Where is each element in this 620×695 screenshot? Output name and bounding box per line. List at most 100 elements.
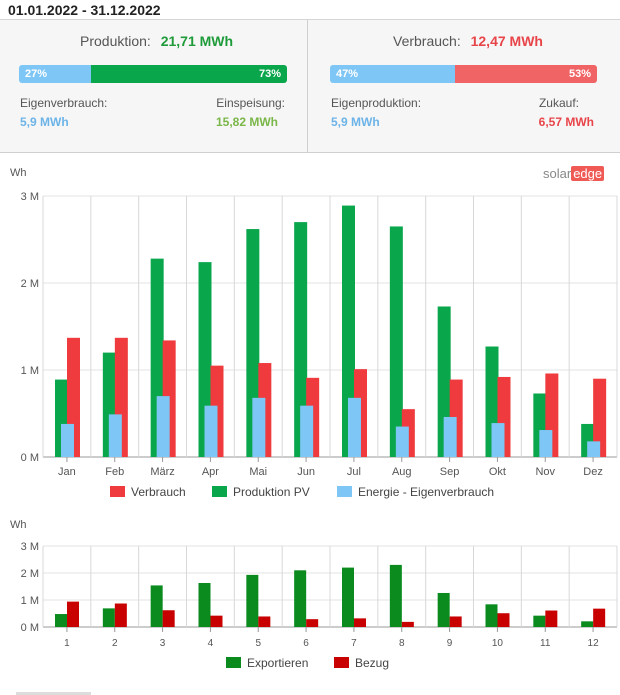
consumption-panel: Verbrauch: 12,47 MWh 47% 53% Eigenproduk… xyxy=(309,20,620,152)
production-value: 21,71 MWh xyxy=(160,33,234,49)
legend-label-2: Energie - Eigenverbrauch xyxy=(358,485,494,499)
bar-energie-eigenverbrauch-1 xyxy=(108,414,122,457)
bar-energie-eigenverbrauch-0 xyxy=(61,423,74,457)
energy-summary: Produktion: 21,71 MWh 27% 73% Eigenverbr… xyxy=(0,20,620,153)
solaredge-logo: solar edge xyxy=(543,166,605,181)
self-consumption-value: 5,9 MWh xyxy=(20,115,69,129)
x-tick-label: 8 xyxy=(399,638,405,649)
consumption-label: Verbrauch: xyxy=(393,33,461,49)
export-segment: 73% xyxy=(91,65,287,83)
y-tick-label: 1 M xyxy=(21,595,39,607)
x-tick-label: Feb xyxy=(105,466,124,478)
y-tick-label: 1 M xyxy=(21,365,39,377)
y-tick-label: 0 M xyxy=(21,622,39,634)
bar-exportieren-1 xyxy=(102,608,115,627)
bar-exportieren-9 xyxy=(485,604,498,627)
x-tick-label: März xyxy=(150,466,174,478)
x-tick-label: Apr xyxy=(202,466,219,478)
legend-swatch-0 xyxy=(226,657,241,668)
bar-exportieren-6 xyxy=(342,567,354,627)
bar-exportieren-4 xyxy=(246,574,259,627)
bar-exportieren-3 xyxy=(198,582,211,627)
legend-label-1: Bezug xyxy=(355,656,389,670)
legend-label-1: Produktion PV xyxy=(233,485,310,499)
x-tick-label: Aug xyxy=(392,466,412,478)
production-share-bar: 27% 73% xyxy=(19,65,287,83)
y-tick-label: 3 M xyxy=(21,191,39,203)
consumption-title: Verbrauch: 12,47 MWh xyxy=(393,33,543,49)
bar-energie-eigenverbrauch-10 xyxy=(539,430,553,457)
x-tick-label: 10 xyxy=(492,638,504,649)
x-tick-label: 12 xyxy=(588,638,600,649)
consumption-share-bar: 47% 53% xyxy=(330,65,597,83)
self-consumption-label: Eigenverbrauch: xyxy=(20,96,108,110)
bar-exportieren-2 xyxy=(150,585,163,627)
import-segment: 53% xyxy=(455,65,597,83)
x-tick-label: Sep xyxy=(440,466,460,478)
y-axis-label: Wh xyxy=(10,519,27,531)
bar-energie-eigenverbrauch-7 xyxy=(395,426,409,457)
bar-exportieren-8 xyxy=(437,592,450,627)
x-tick-label: 4 xyxy=(208,638,214,649)
bar-energie-eigenverbrauch-6 xyxy=(348,397,361,457)
x-tick-label: 7 xyxy=(351,638,357,649)
bar-bezug-0 xyxy=(67,601,79,627)
bar-bezug-1 xyxy=(114,603,127,627)
bar-produktion-pv-5 xyxy=(294,222,308,457)
y-tick-label: 3 M xyxy=(21,541,39,553)
bar-exportieren-7 xyxy=(389,564,402,627)
bar-produktion-pv-7 xyxy=(389,226,403,457)
bar-bezug-7 xyxy=(401,621,414,627)
self-production-segment: 47% xyxy=(330,65,456,83)
x-tick-label: Mai xyxy=(249,466,267,478)
legend-swatch-1 xyxy=(334,657,349,668)
x-tick-label: Okt xyxy=(489,466,506,478)
horizontal-scrollbar[interactable] xyxy=(16,692,91,695)
bar-energie-eigenverbrauch-9 xyxy=(491,423,505,457)
bar-energie-eigenverbrauch-3 xyxy=(204,405,218,457)
production-label: Produktion: xyxy=(80,33,151,49)
x-tick-label: 2 xyxy=(112,638,118,649)
self-production-value: 5,9 MWh xyxy=(331,115,380,129)
bar-exportieren-5 xyxy=(294,570,307,627)
bar-energie-eigenverbrauch-4 xyxy=(252,397,266,457)
production-panel: Produktion: 21,71 MWh 27% 73% Eigenverbr… xyxy=(0,20,308,152)
x-tick-label: 9 xyxy=(447,638,453,649)
legend-label-0: Verbrauch xyxy=(131,485,186,499)
x-tick-label: Nov xyxy=(535,466,555,478)
bar-bezug-8 xyxy=(449,616,462,627)
bar-verbrauch-11 xyxy=(593,378,607,457)
import-value: 6,57 MWh xyxy=(538,115,594,129)
bar-bezug-2 xyxy=(162,610,175,627)
x-tick-label: 5 xyxy=(255,638,261,649)
x-tick-label: Dez xyxy=(583,466,603,478)
production-title: Produktion: 21,71 MWh xyxy=(80,33,233,49)
date-range-header: 01.01.2022 - 31.12.2022 xyxy=(0,0,620,20)
bar-exportieren-0 xyxy=(55,614,67,627)
bar-bezug-3 xyxy=(210,615,223,627)
legend-swatch-0 xyxy=(110,486,125,497)
self-production-label: Eigenproduktion: xyxy=(331,96,422,110)
logo-edge-text: edge xyxy=(571,166,605,181)
bar-bezug-6 xyxy=(354,618,366,627)
import-label: Zukauf: xyxy=(538,96,579,110)
export-value: 15,82 MWh xyxy=(215,115,278,129)
bar-energie-eigenverbrauch-2 xyxy=(156,396,170,457)
legend-swatch-1 xyxy=(212,486,227,497)
bar-bezug-4 xyxy=(258,616,271,627)
bar-produktion-pv-6 xyxy=(342,205,355,457)
x-tick-label: 6 xyxy=(303,638,309,649)
y-tick-label: 0 M xyxy=(21,452,39,464)
export-label: Einspeisung: xyxy=(216,96,285,110)
bar-exportieren-10 xyxy=(533,615,546,627)
consumption-value: 12,47 MWh xyxy=(470,33,543,49)
bar-bezug-5 xyxy=(306,619,319,627)
bar-energie-eigenverbrauch-11 xyxy=(587,441,601,457)
y-axis-label: Wh xyxy=(10,167,27,179)
bar-bezug-10 xyxy=(545,610,558,627)
legend-swatch-2 xyxy=(337,486,352,497)
bar-energie-eigenverbrauch-5 xyxy=(300,405,314,457)
x-tick-label: 3 xyxy=(160,638,166,649)
x-tick-label: Jun xyxy=(297,466,315,478)
bar-exportieren-11 xyxy=(581,621,594,627)
